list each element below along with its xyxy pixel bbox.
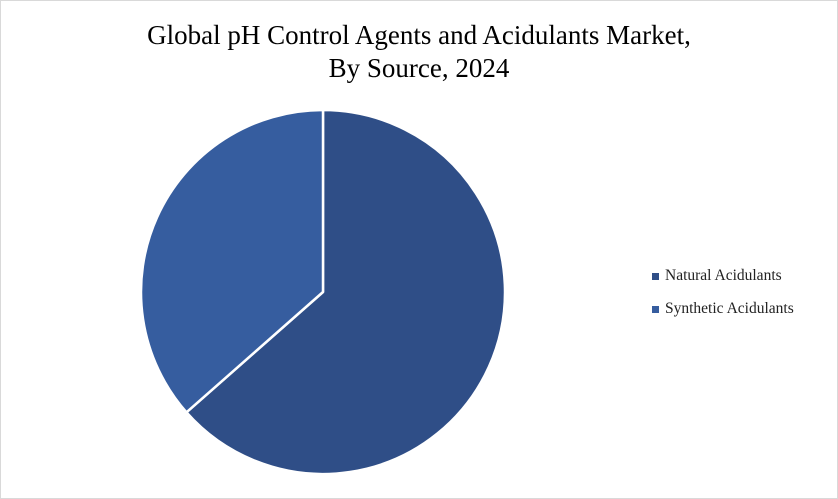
chart-title: Global pH Control Agents and Acidulants … (1, 19, 837, 85)
legend-label-natural-acidulants: Natural Acidulants (665, 267, 782, 284)
pie-slice-natural-acidulants (185, 108, 507, 476)
chart-title-line-2: By Source, 2024 (328, 53, 510, 83)
pie-slice-synthetic-acidulants (139, 108, 325, 414)
legend-swatch-synthetic-acidulants (652, 305, 659, 313)
legend-item-synthetic-acidulants: Synthetic Acidulants (652, 299, 794, 319)
legend-label-synthetic-acidulants: Synthetic Acidulants (665, 300, 794, 317)
legend-swatch-natural-acidulants (652, 272, 659, 280)
legend-item-natural-acidulants: Natural Acidulants (652, 266, 794, 286)
chart-title-line-1: Global pH Control Agents and Acidulants … (147, 20, 691, 50)
legend: Natural Acidulants Synthetic Acidulants (652, 266, 794, 332)
